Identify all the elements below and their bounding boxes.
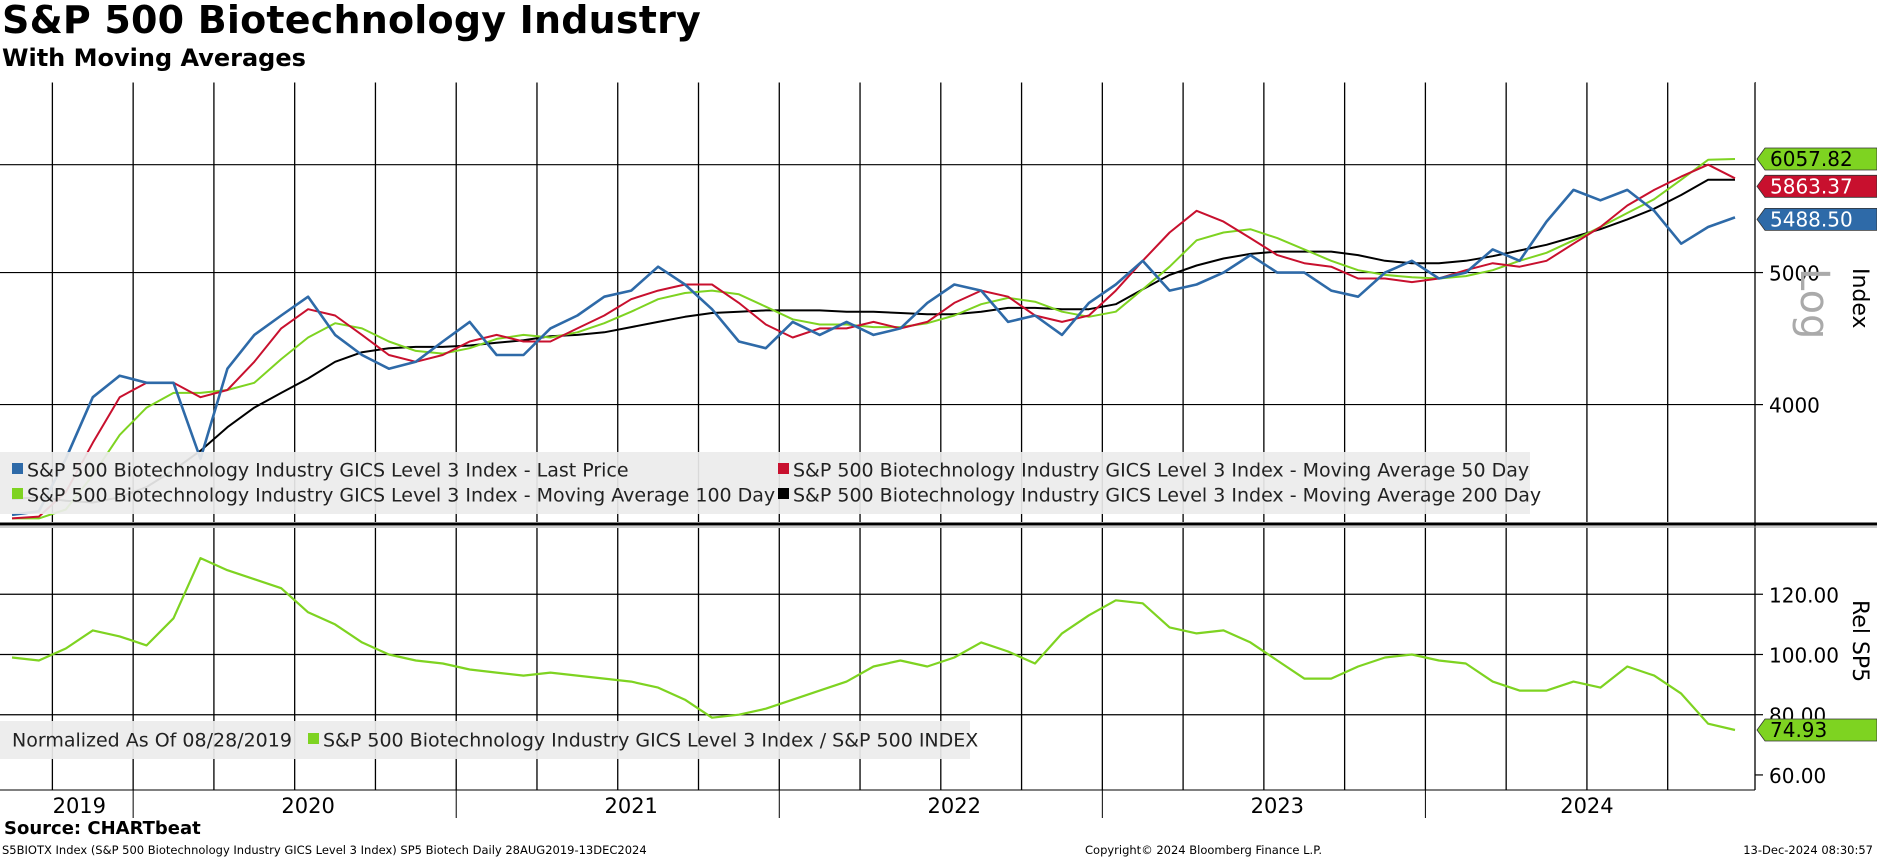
legend-swatch-ma200 [778, 488, 789, 499]
y-axis-title-top: Index [1847, 268, 1872, 329]
value-tag-ma100-bg [1756, 147, 1877, 171]
legend-item-ma50: S&P 500 Biotechnology Industry GICS Leve… [778, 459, 1529, 482]
value-tag-ma100: 6057.82 [1756, 147, 1877, 171]
legend-top: S&P 500 Biotechnology Industry GICS Leve… [0, 452, 1541, 514]
timestamp: 13-Dec-2024 08:30:57 [1743, 843, 1873, 857]
ticker-description: S5BIOTX Index (S&P 500 Biotechnology Ind… [2, 843, 647, 857]
series-relative [11, 557, 1736, 732]
legend-bottom: Normalized As Of 08/28/2019 S&P 500 Biot… [0, 721, 978, 759]
value-tag-ma50: 5863.37 [1756, 174, 1877, 198]
legend-item-ma100: S&P 500 Biotechnology Industry GICS Leve… [12, 484, 775, 507]
y-axis-title-bottom: Rel SP5 [1847, 600, 1872, 682]
value-tag-last-price: 5488.50 [1756, 207, 1877, 231]
series-last-price [11, 188, 1736, 517]
chart-subtitle: With Moving Averages [2, 44, 306, 72]
value-tag-ma50-bg [1756, 174, 1877, 198]
legend-swatch-ma50 [778, 463, 789, 474]
legend-normalized-note: Normalized As Of 08/28/2019 [12, 729, 292, 752]
source-label: Source: CHARTbeat [4, 818, 201, 839]
legend-item-ma200: S&P 500 Biotechnology Industry GICS Leve… [778, 484, 1541, 507]
legend-swatch-last-price [12, 463, 23, 474]
legend-item-relative: S&P 500 Biotechnology Industry GICS Leve… [308, 729, 978, 752]
ytick-label-bottom: 60.00 [1769, 764, 1826, 788]
y-scale-label-log: Log [1791, 268, 1837, 339]
x-tick-label: 2022 [928, 794, 981, 818]
legend-swatch-relative [308, 733, 319, 744]
value-tag-ma50-text: 5863.37 [1770, 174, 1853, 198]
value-tag-last-price-bg [1756, 208, 1877, 231]
ytick-label-top: 4000 [1769, 394, 1820, 418]
x-tick-label: 2024 [1560, 794, 1613, 818]
value-tag-relative-text: 74.93 [1770, 718, 1827, 742]
ytick-label-bottom: 100.00 [1769, 643, 1839, 667]
series-ma200 [11, 178, 1735, 504]
x-tick-label: 2020 [281, 794, 334, 818]
legend-item-last-price: S&P 500 Biotechnology Industry GICS Leve… [12, 459, 629, 482]
chart-title: S&P 500 Biotechnology Industry [2, 0, 701, 42]
ytick-label-bottom: 120.00 [1769, 583, 1839, 607]
copyright-notice: Copyright© 2024 Bloomberg Finance L.P. [1085, 843, 1322, 857]
ytick-label-top: 5000 [1769, 262, 1820, 286]
value-tag-last-price-text: 5488.50 [1770, 207, 1853, 231]
value-tag-relative-bg [1756, 718, 1877, 742]
legend-swatch-ma100 [12, 488, 23, 499]
x-tick-label: 2021 [604, 794, 657, 818]
value-tag-ma100-text: 6057.82 [1770, 147, 1853, 171]
x-tick-label: 2023 [1251, 794, 1304, 818]
x-tick-label: 2019 [53, 794, 106, 818]
value-tag-relative: 74.93 [1756, 718, 1877, 742]
